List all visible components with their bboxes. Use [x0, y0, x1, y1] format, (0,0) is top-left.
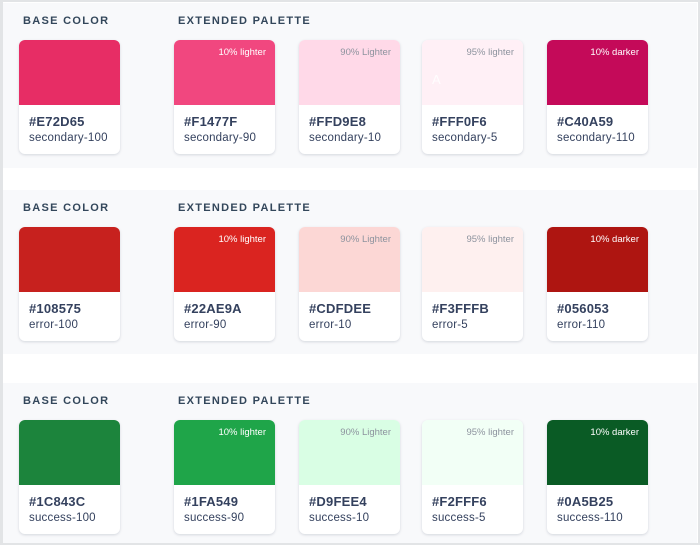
hex-value: #F2FFF6	[432, 494, 487, 509]
color-swatch[interactable]: 10% lighter	[174, 227, 275, 292]
color-name: secondary-100	[29, 132, 108, 144]
color-meta: #1C843C success-100	[19, 485, 120, 524]
color-swatch[interactable]: 90% Lighter	[299, 420, 400, 485]
lightness-badge: 95% lighter	[466, 427, 514, 438]
color-card-success-10[interactable]: 90% Lighter #D9FEE4 success-10	[299, 420, 400, 534]
color-swatch[interactable]: 10% darker	[547, 227, 648, 292]
color-meta: #108575 error-100	[19, 292, 120, 331]
color-meta: #F2FFF6 success-5	[422, 485, 523, 524]
color-meta: #D9FEE4 success-10	[299, 485, 400, 524]
color-card-error-100[interactable]: #108575 error-100	[19, 227, 120, 341]
color-meta: #F3FFFB error-5	[422, 292, 523, 331]
color-name: secondary-90	[184, 132, 257, 144]
color-card-error-10[interactable]: 90% Lighter #CDFDEE error-10	[299, 227, 400, 341]
color-card-success-100[interactable]: #1C843C success-100	[19, 420, 120, 534]
color-meta: #0A5B25 success-110	[547, 485, 648, 524]
color-card-error-5[interactable]: 95% lighter #F3FFFB error-5	[422, 227, 523, 341]
color-meta: #F1477F secondary-90	[174, 105, 275, 144]
lightness-badge: 10% lighter	[218, 427, 266, 438]
hex-value: #C40A59	[557, 114, 614, 129]
color-card-secondary-110[interactable]: 10% darker #C40A59 secondary-110	[547, 40, 648, 154]
hex-value: #108575	[29, 301, 82, 316]
color-name: success-100	[29, 512, 96, 524]
color-swatch[interactable]: 10% darker	[547, 420, 648, 485]
color-swatch[interactable]: 10% lighter	[174, 40, 275, 105]
palette-section-error: BASE COLOR EXTENDED PALETTE #108575 erro…	[3, 190, 697, 354]
lightness-badge: 90% Lighter	[340, 427, 391, 438]
color-name: success-110	[557, 512, 623, 524]
extended-palette-heading: EXTENDED PALETTE	[178, 202, 312, 214]
lightness-badge: 10% darker	[590, 47, 639, 58]
color-name: success-5	[432, 512, 486, 524]
base-color-heading: BASE COLOR	[23, 15, 110, 27]
color-meta: #056053 error-110	[547, 292, 648, 331]
color-swatch[interactable]: 90% Lighter	[299, 40, 400, 105]
lightness-badge: 90% Lighter	[340, 234, 391, 245]
color-swatch[interactable]: 10% darker	[547, 40, 648, 105]
hex-value: #D9FEE4	[309, 494, 367, 509]
color-name: error-10	[309, 319, 352, 331]
color-swatch[interactable]	[19, 40, 120, 105]
color-card-error-90[interactable]: 10% lighter #22AE9A error-90	[174, 227, 275, 341]
color-meta: #22AE9A error-90	[174, 292, 275, 331]
hex-value: #FFD9E8	[309, 114, 367, 129]
hex-value: #F3FFFB	[432, 301, 490, 316]
lightness-badge: 10% lighter	[218, 234, 266, 245]
color-card-secondary-5[interactable]: 95% lighter A #FFF0F6 secondary-5	[422, 40, 523, 154]
color-name: success-90	[184, 512, 245, 524]
hex-value: #CDFDEE	[309, 301, 372, 316]
base-color-heading: BASE COLOR	[23, 202, 110, 214]
color-card-success-110[interactable]: 10% darker #0A5B25 success-110	[547, 420, 648, 534]
color-card-secondary-10[interactable]: 90% Lighter #FFD9E8 secondary-10	[299, 40, 400, 154]
lightness-badge: 10% darker	[590, 234, 639, 245]
color-swatch[interactable]: 10% lighter	[174, 420, 275, 485]
palette-section-secondary: BASE COLOR EXTENDED PALETTE #E72D65 seco…	[3, 3, 697, 168]
hex-value: #1C843C	[29, 494, 86, 509]
lightness-badge: 90% Lighter	[340, 47, 391, 58]
extended-palette-heading: EXTENDED PALETTE	[178, 395, 312, 407]
hex-value: #0A5B25	[557, 494, 614, 509]
color-name: success-10	[309, 512, 370, 524]
watermark-letter-a: A	[432, 72, 441, 87]
color-swatch[interactable]	[19, 420, 120, 485]
color-swatch[interactable]: 95% lighter	[422, 420, 523, 485]
color-swatch[interactable]	[19, 227, 120, 292]
color-name: error-90	[184, 319, 227, 331]
color-name: error-5	[432, 319, 468, 331]
color-meta: #C40A59 secondary-110	[547, 105, 648, 144]
color-meta: #CDFDEE error-10	[299, 292, 400, 331]
hex-value: #056053	[557, 301, 610, 316]
color-name: secondary-5	[432, 132, 498, 144]
color-card-success-90[interactable]: 10% lighter #1FA549 success-90	[174, 420, 275, 534]
color-meta: #E72D65 secondary-100	[19, 105, 120, 144]
color-swatch[interactable]: 95% lighter A	[422, 40, 523, 105]
lightness-badge: 10% darker	[590, 427, 639, 438]
palette-section-success: BASE COLOR EXTENDED PALETTE #1C843C succ…	[3, 383, 697, 543]
lightness-badge: 95% lighter	[466, 234, 514, 245]
color-card-secondary-100[interactable]: #E72D65 secondary-100	[19, 40, 120, 154]
color-name: error-110	[557, 319, 606, 331]
color-name: error-100	[29, 319, 79, 331]
base-color-heading: BASE COLOR	[23, 395, 110, 407]
extended-palette-heading: EXTENDED PALETTE	[178, 15, 312, 27]
hex-value: #E72D65	[29, 114, 85, 129]
color-card-secondary-90[interactable]: 10% lighter #F1477F secondary-90	[174, 40, 275, 154]
color-meta: #FFD9E8 secondary-10	[299, 105, 400, 144]
color-card-error-110[interactable]: 10% darker #056053 error-110	[547, 227, 648, 341]
hex-value: #FFF0F6	[432, 114, 487, 129]
hex-value: #F1477F	[184, 114, 238, 129]
hex-value: #1FA549	[184, 494, 239, 509]
hex-value: #22AE9A	[184, 301, 242, 316]
color-name: secondary-10	[309, 132, 382, 144]
lightness-badge: 95% lighter	[466, 47, 514, 58]
lightness-badge: 10% lighter	[218, 47, 266, 58]
color-card-success-5[interactable]: 95% lighter #F2FFF6 success-5	[422, 420, 523, 534]
color-meta: #1FA549 success-90	[174, 485, 275, 524]
color-meta: #FFF0F6 secondary-5	[422, 105, 523, 144]
color-swatch[interactable]: 90% Lighter	[299, 227, 400, 292]
color-swatch[interactable]: 95% lighter	[422, 227, 523, 292]
color-name: secondary-110	[557, 132, 635, 144]
